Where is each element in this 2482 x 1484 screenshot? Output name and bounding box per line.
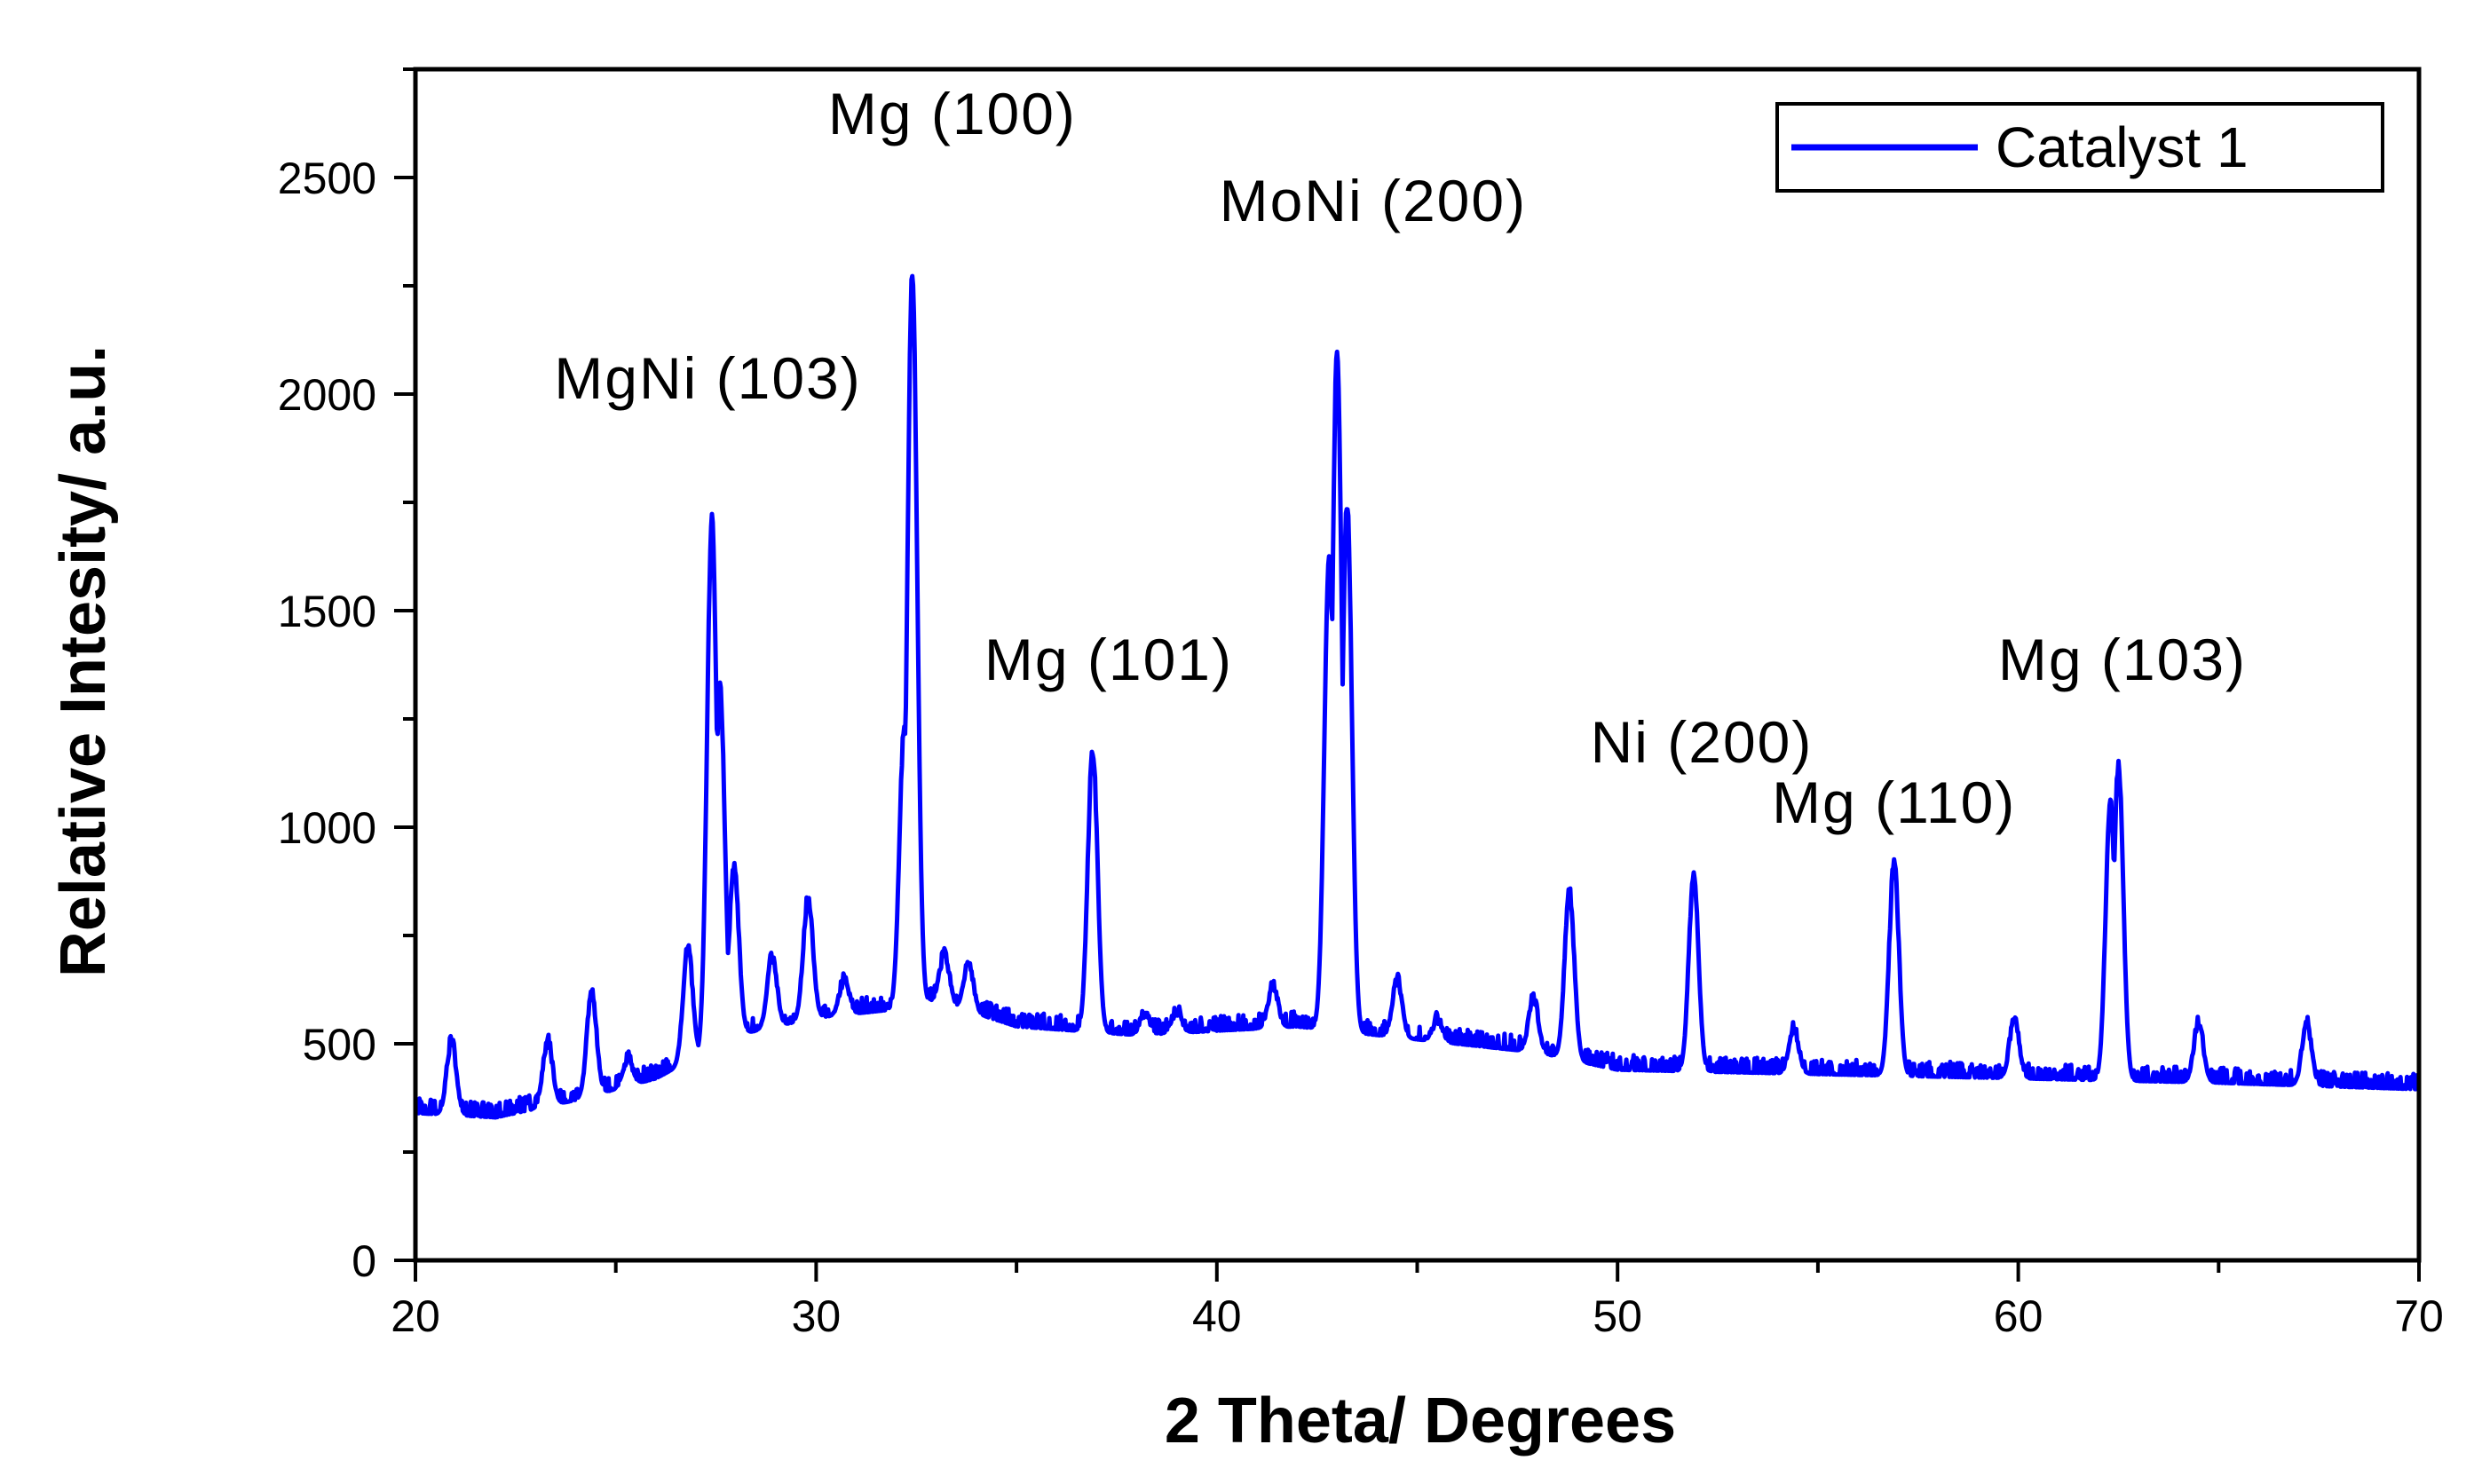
peak-label: Ni (200) [1591, 709, 1814, 775]
y-tick-label: 500 [303, 1020, 376, 1070]
y-tick-label: 0 [352, 1236, 376, 1286]
x-tick-label: 30 [792, 1291, 842, 1341]
x-tick-label: 50 [1593, 1291, 1642, 1341]
y-tick-label: 2500 [278, 154, 376, 203]
peak-label: MgNi (103) [554, 345, 861, 411]
x-tick-labels: 20 30 40 50 60 70 [391, 1291, 2444, 1341]
y-tick-label: 2000 [278, 370, 376, 420]
y-tick-label: 1000 [278, 803, 376, 853]
peak-label: MoNi (200) [1220, 168, 1527, 233]
x-tick-label: 40 [1192, 1291, 1242, 1341]
x-tick-label: 20 [391, 1291, 440, 1341]
peak-label: Mg (101) [984, 627, 1233, 692]
y-tick-labels: 0 500 1000 1500 2000 2500 [278, 154, 376, 1286]
y-axis-title: Relative Intesity/ a.u. [48, 345, 119, 977]
legend-label: Catalyst 1 [1996, 115, 2249, 179]
peak-annotations: Mg (100) MoNi (200) MgNi (103) Mg (101) Ni (… [554, 81, 2247, 835]
x-axis-title: 2 Theta/ Degrees [1165, 1385, 1676, 1456]
series-line-catalyst-1 [413, 273, 2422, 1120]
x-tick-label: 70 [2394, 1291, 2444, 1341]
peak-label: Mg (103) [1998, 627, 2247, 692]
legend: Catalyst 1 [1775, 102, 2384, 193]
peak-label: Mg (110) [1772, 770, 2016, 835]
y-tick-label: 1500 [278, 587, 376, 636]
x-tick-label: 60 [1994, 1291, 2043, 1341]
axis-ticks [394, 67, 2421, 1282]
peak-label: Mg (100) [828, 81, 1077, 146]
